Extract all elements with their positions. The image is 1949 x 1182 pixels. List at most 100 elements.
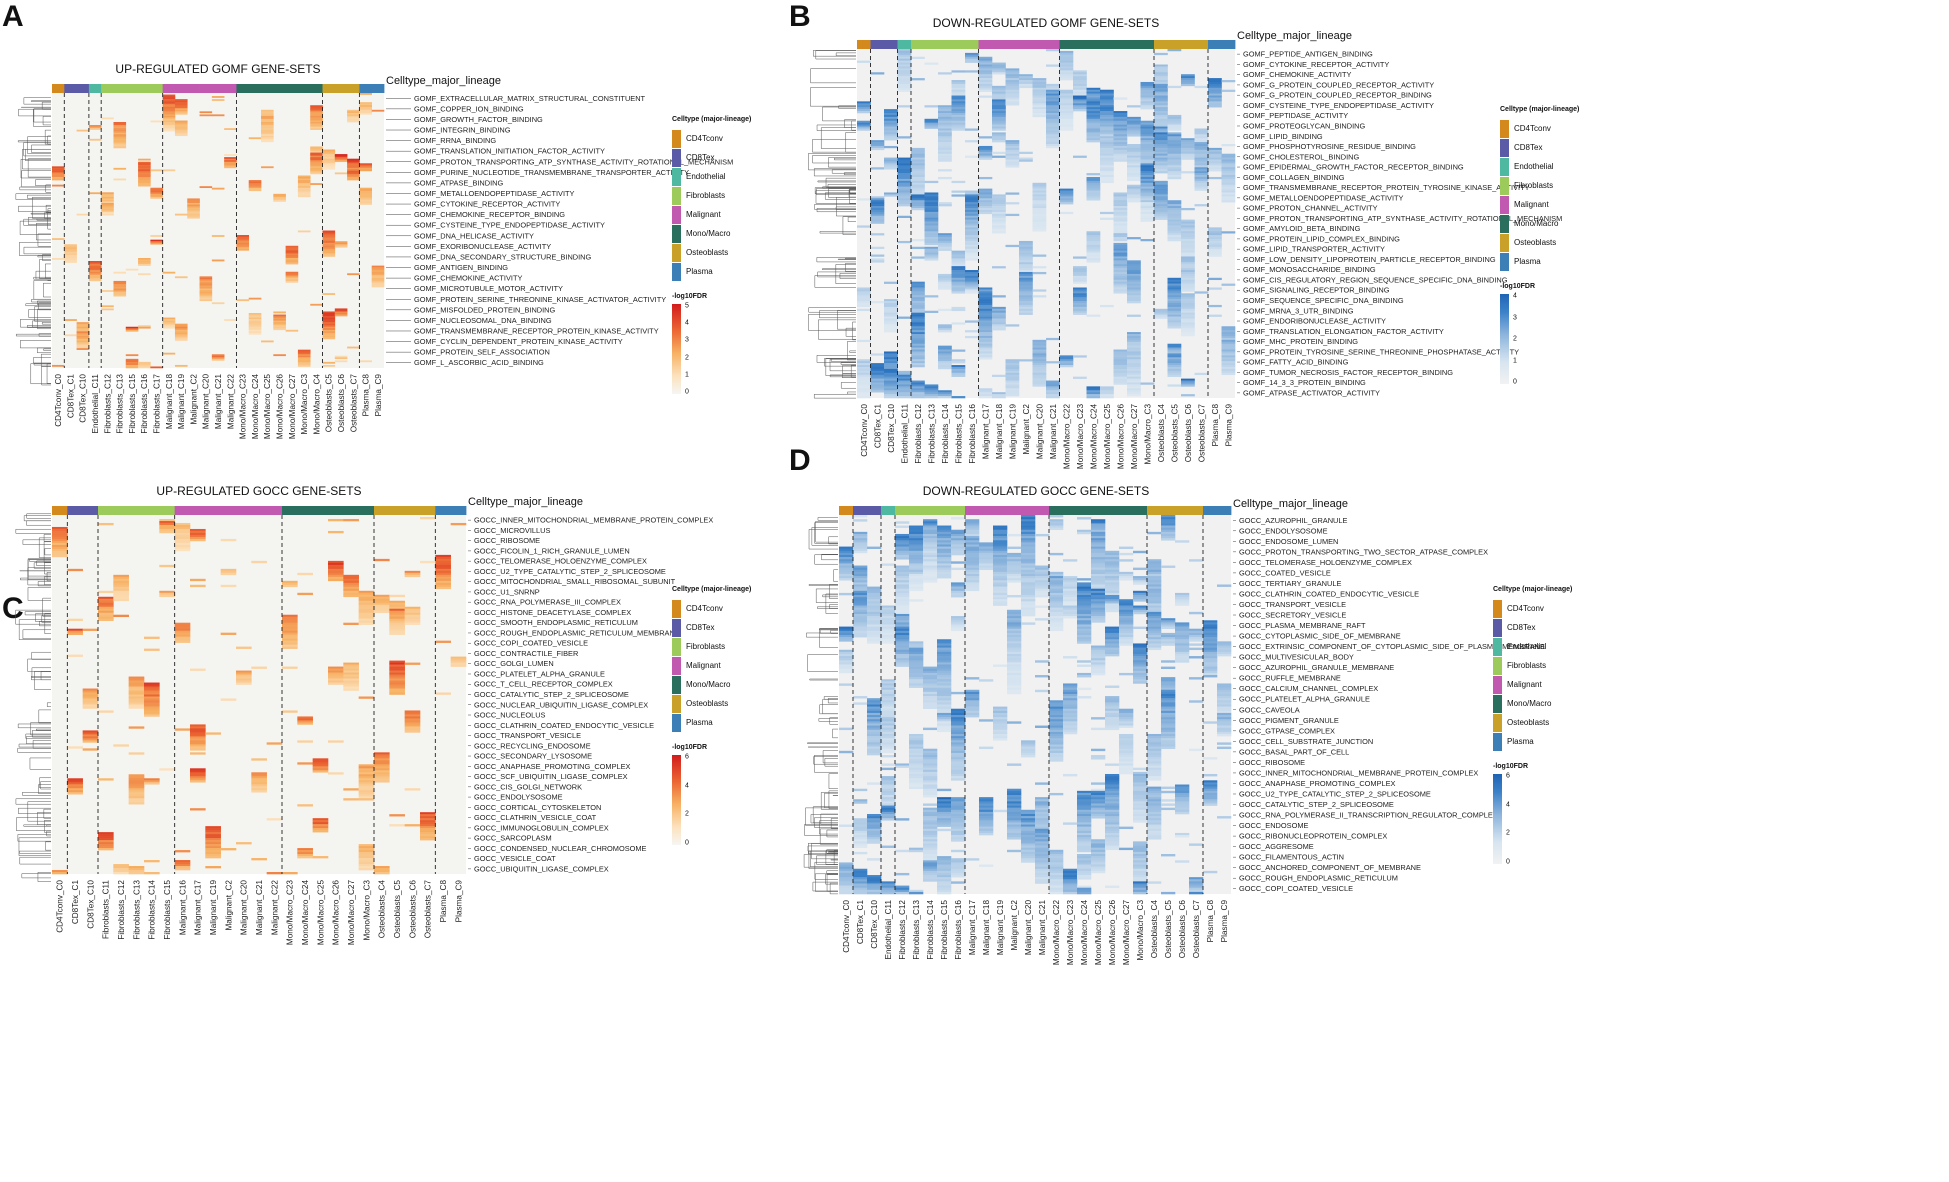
heat-cell (923, 533, 938, 537)
column-label: Malignant_C21 (255, 880, 264, 936)
heat-cell (1221, 330, 1236, 333)
heat-cell (911, 149, 925, 153)
heat-cell (64, 244, 77, 247)
heat-cell (52, 870, 68, 873)
heat-cell (839, 666, 854, 670)
heat-cell (144, 782, 160, 785)
column-label: Plasma_C9 (374, 374, 383, 417)
heat-cell (839, 546, 854, 549)
heat-cell (1100, 130, 1114, 133)
heat-cell (895, 662, 910, 665)
heat-cell (1046, 116, 1060, 120)
heat-cell (199, 297, 213, 300)
lineage-strip-cell (1154, 40, 1168, 49)
heat-cell (347, 117, 360, 120)
heat-cell (389, 682, 405, 685)
heat-cell (1127, 188, 1141, 191)
heat-cell (937, 801, 952, 804)
heat-cell (911, 351, 925, 354)
heat-cell (374, 760, 390, 763)
heat-cell (1049, 599, 1064, 602)
heat-cell (839, 637, 854, 640)
heat-cell (334, 357, 348, 360)
heat-cell (881, 563, 896, 566)
heat-cell (938, 285, 952, 288)
heat-cell (1063, 889, 1078, 893)
lineage-strip-cell (101, 84, 114, 93)
heat-cell (159, 590, 175, 594)
legend-rows: CD4Tconv CD8Tex Endothelial Fibroblasts Mali… (672, 129, 751, 281)
heat-cell (923, 832, 938, 836)
column-label: Malignant_C20 (202, 374, 211, 430)
heat-cell (101, 305, 114, 308)
heat-cell (909, 571, 924, 575)
heat-cell (187, 213, 200, 216)
heat-cell (978, 291, 993, 294)
heat-cell (64, 256, 77, 259)
heat-cell (1007, 807, 1022, 811)
heat-cell (937, 531, 952, 535)
heat-cell (1127, 347, 1141, 350)
heat-cell (1032, 112, 1047, 116)
heat-cell (1154, 213, 1168, 217)
heat-cell (1167, 368, 1182, 372)
heat-cell (909, 658, 924, 661)
heat-cell (1221, 196, 1236, 199)
lineage-strip-cell (884, 40, 898, 49)
legend-swatch (672, 167, 681, 186)
heat-cell (867, 597, 882, 600)
heat-cell (884, 310, 898, 313)
gene-set-label: GOMF_PROTON_TRANSPORTING_ATP_SYNTHASE_AC… (414, 157, 733, 166)
heat-cell (1113, 376, 1128, 379)
heat-cell (867, 607, 882, 611)
lineage-strip-cell (1133, 506, 1148, 515)
heat-cell (150, 196, 163, 199)
heat-cell (938, 122, 952, 125)
heat-cell (88, 271, 102, 274)
heat-cell (923, 573, 938, 577)
heat-cell (1035, 816, 1050, 819)
heat-cell (1007, 618, 1022, 621)
heat-cell (937, 889, 952, 893)
heat-cell (128, 800, 145, 803)
heat-cell (1127, 260, 1141, 263)
heat-cell (978, 89, 993, 92)
heat-cell (1073, 87, 1087, 91)
heat-cell (1005, 140, 1020, 143)
heat-cell (1167, 171, 1182, 174)
heat-cell (923, 763, 938, 766)
heat-cell (924, 122, 939, 125)
heat-cell (162, 108, 176, 111)
heat-cell (1154, 97, 1168, 100)
heat-cell (322, 149, 336, 152)
heat-cell (1127, 145, 1141, 149)
heat-cell (978, 390, 993, 393)
heat-cell (1021, 843, 1036, 846)
heat-cell (113, 293, 127, 295)
dendrogram-branch (15, 333, 51, 337)
heat-cell (978, 155, 993, 158)
heat-cell (993, 588, 1008, 592)
heat-cell (1019, 85, 1033, 89)
dendrogram-branch (41, 322, 51, 325)
heat-cell (1019, 266, 1033, 269)
heat-cell (923, 557, 938, 560)
heat-cell (322, 235, 336, 237)
heat-cell (404, 714, 421, 717)
heat-cell (909, 538, 924, 541)
heat-cell (923, 778, 938, 781)
heat-cell (911, 386, 925, 389)
heat-cell (938, 142, 952, 145)
heat-cell (389, 608, 405, 612)
heat-cell (951, 97, 966, 100)
lineage-strip-cell (1059, 40, 1074, 49)
heat-cell (174, 542, 191, 546)
heat-cell (113, 146, 127, 149)
heat-cell (951, 628, 966, 632)
heat-cell (1100, 153, 1114, 156)
column-label: Osteoblasts_C4 (1157, 404, 1166, 463)
heat-cell (174, 332, 188, 335)
column-label: Mono/Macro_C27 (288, 374, 297, 440)
column-label: Endothelial_C11 (900, 404, 909, 464)
heat-cell (909, 757, 924, 760)
